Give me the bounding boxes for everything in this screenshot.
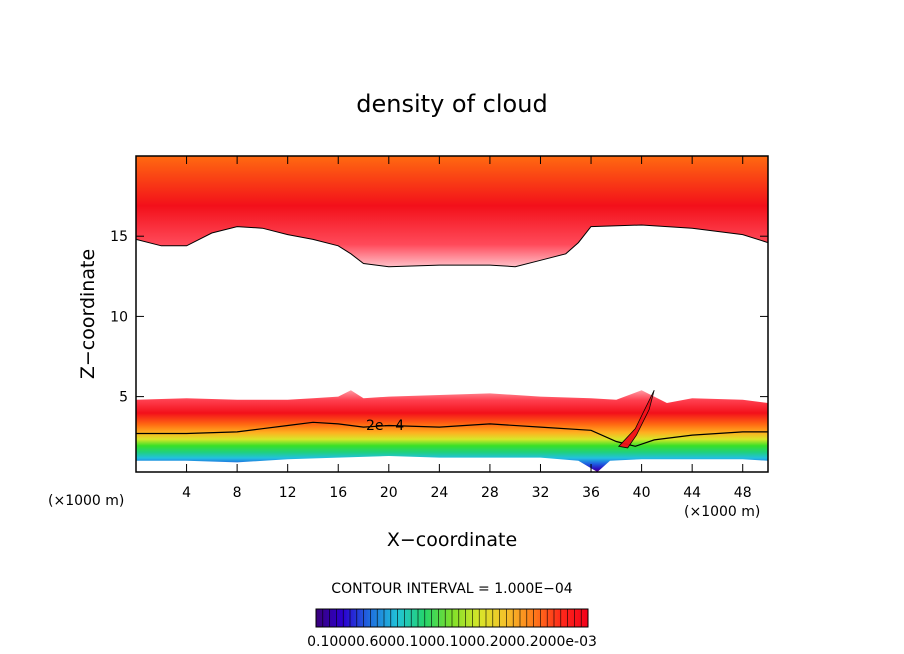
upper-cloud-band — [136, 156, 768, 267]
y-axis-label: Z−coordinate — [77, 249, 99, 379]
x-tick-label: 24 — [430, 485, 448, 501]
x-tick-label: 20 — [380, 485, 398, 501]
x-tick-label: 12 — [279, 485, 297, 501]
x-tick-label: 44 — [683, 485, 701, 501]
x-tick-label: 16 — [329, 485, 347, 501]
x-unit-right: (×1000 m) — [684, 504, 760, 520]
x-axis-ticks: 4 8 12 16 20 24 28 32 36 40 44 48 — [182, 156, 752, 501]
y-tick-label: 5 — [119, 390, 128, 406]
x-tick-label: 36 — [582, 485, 600, 501]
x-tick-label: 32 — [532, 485, 550, 501]
x-tick-label: 48 — [734, 485, 752, 501]
y-axis-ticks: 5 10 15 — [110, 229, 768, 406]
x-tick-label: 4 — [182, 485, 191, 501]
x-tick-label: 40 — [633, 485, 651, 501]
contour-label: 2e−4 — [366, 418, 404, 434]
contour-interval-note: CONTOUR INTERVAL = 1.000E−04 — [331, 581, 572, 597]
x-tick-label: 8 — [233, 485, 242, 501]
x-unit-left: (×1000 m) — [48, 493, 124, 509]
y-tick-label: 10 — [110, 309, 128, 325]
colorbar-labels: 0.10000.6000.1000.1000.2000.2000e-03 — [307, 634, 597, 650]
lower-cloud-band — [136, 390, 768, 472]
x-axis-label: X−coordinate — [387, 529, 517, 551]
plot-frame — [135, 155, 769, 473]
colorbar-level-lines — [322, 609, 582, 627]
x-tick-label: 28 — [481, 485, 499, 501]
upper-cloud-edge-contour — [136, 224, 768, 268]
y-tick-label: 15 — [110, 229, 128, 245]
contour-line-2e-4 — [136, 421, 768, 447]
chart-title: density of cloud — [356, 90, 547, 118]
cloud-plume — [618, 390, 655, 449]
